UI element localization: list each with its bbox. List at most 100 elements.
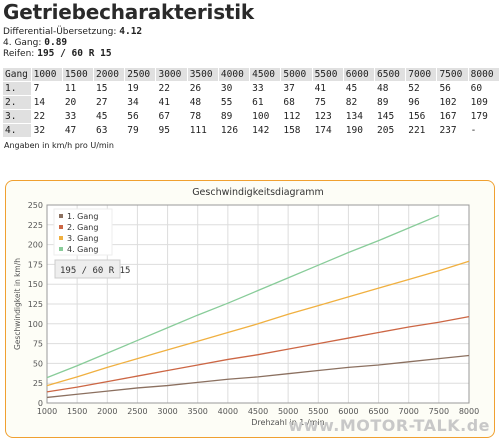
- x-tick-label: 7500: [429, 407, 449, 416]
- table-header-cell: 5500: [312, 68, 343, 81]
- y-tick-label: 200: [28, 241, 43, 250]
- speed-cell: 89: [377, 97, 389, 108]
- speed-cell: 95: [158, 125, 170, 136]
- speed-cell: 26: [189, 83, 202, 94]
- speed-cell: 33: [252, 83, 264, 94]
- speed-cell: 11: [64, 83, 77, 94]
- legend-swatch: [59, 225, 63, 229]
- table-row: 1. 7 11 15 19 22 26 30 33 37 41 45 48 52 56 60: [3, 82, 499, 95]
- gear-cell: 4.: [3, 124, 31, 137]
- speed-cell: 205: [377, 125, 395, 136]
- speed-cell: -: [470, 125, 477, 136]
- speed-cell: 41: [158, 97, 170, 108]
- x-tick-label: 3500: [188, 407, 208, 416]
- speed-cell: 48: [189, 97, 202, 108]
- differential-info: Differential-Übersetzung: 4.12: [3, 26, 142, 37]
- speed-cell: 15: [96, 83, 108, 94]
- table-header-cell: 1500: [62, 68, 94, 81]
- speed-cell: 142: [252, 125, 270, 136]
- speed-cell: 145: [377, 111, 395, 122]
- table-header-cell: 1000: [31, 68, 62, 81]
- gear-cell: 3.: [3, 110, 31, 123]
- speed-cell: 22: [158, 83, 170, 94]
- table-header-cell: 3000: [156, 68, 187, 81]
- table-header-cell: 2000: [94, 68, 125, 81]
- y-tick-label: 50: [33, 359, 43, 368]
- legend-label: 1. Gang: [67, 212, 98, 221]
- x-tick-label: 3000: [157, 407, 177, 416]
- x-tick-label: 7000: [399, 407, 419, 416]
- x-tick-label: 8000: [459, 407, 479, 416]
- x-tick-label: 1000: [37, 407, 57, 416]
- plot-border: [46, 204, 470, 404]
- table-header-cell: 8000: [468, 68, 499, 81]
- tyres-label: Reifen:: [3, 49, 35, 59]
- speed-cell: 45: [345, 83, 358, 94]
- x-tick-label: 5000: [278, 407, 298, 416]
- table-row: 4. 32 47 63 79 95 111 126 142 158 174 190 205 221 237 -: [3, 124, 499, 137]
- legend-swatch: [59, 214, 63, 218]
- y-tick-label: 75: [33, 340, 43, 349]
- speed-cell: 190: [345, 125, 363, 136]
- table-row: 3. 22 33 45 56 67 78 89 100 112 123 134 145 156 167 179: [3, 110, 499, 123]
- chart-title: Geschwindigkeitsdiagramm: [192, 187, 324, 198]
- gear-speed-table: Gang 1000 1500 2000 2500 3000 3500 4000 4500 5000…: [2, 67, 500, 138]
- table-header-cell: 4500: [250, 68, 281, 81]
- table-header-cell: 4000: [218, 68, 250, 81]
- speed-cell: 48: [377, 83, 389, 94]
- legend-swatch: [59, 236, 63, 240]
- gear4-label: 4. Gang:: [3, 38, 42, 48]
- speed-cell: 14: [33, 97, 46, 108]
- gear-cell: 1.: [3, 82, 31, 95]
- table-header-cell: 6500: [375, 68, 406, 81]
- speed-chart: 0 25 50 75 100 125 150 175 200 225 250 1000 1500 2000…: [13, 187, 479, 427]
- speed-cell: 47: [64, 125, 77, 136]
- speed-cell: 52: [408, 83, 420, 94]
- speed-cell: 20: [64, 97, 77, 108]
- x-tick-label: 6500: [368, 407, 388, 416]
- x-tick-label: 2000: [97, 407, 117, 416]
- speed-cell: 174: [314, 125, 332, 136]
- speed-cell: 78: [189, 111, 202, 122]
- y-tick-label: 25: [33, 379, 43, 388]
- x-tick-label: 5500: [308, 407, 328, 416]
- table-header-row: Gang 1000 1500 2000 2500 3000 3500 4000 4500 5000…: [3, 68, 499, 81]
- speed-cell: 22: [33, 111, 46, 122]
- table-row: 2. 14 20 27 34 41 48 55 61 68 75 82 89 96 102 109: [3, 96, 499, 109]
- units-note: Angaben in km/h pro U/min: [4, 141, 114, 150]
- speed-cell: 56: [127, 111, 139, 122]
- speed-cell: 33: [64, 111, 77, 122]
- chart-panel: 0 25 50 75 100 125 150 175 200 225 250 1000 1500 2000…: [5, 180, 495, 438]
- y-tick-label: 175: [28, 260, 43, 269]
- speed-cell: 167: [439, 111, 457, 122]
- series-line: [46, 214, 440, 379]
- tyres-info: Reifen: 195 / 60 R 15: [3, 48, 112, 59]
- speed-cell: 67: [158, 111, 170, 122]
- differential-label: Differential-Übersetzung:: [3, 27, 117, 37]
- y-tick-label: 125: [28, 300, 43, 309]
- table-header-cell: 7000: [406, 68, 437, 81]
- speed-cell: 123: [314, 111, 332, 122]
- speed-cell: 60: [470, 83, 483, 94]
- gear-cell: 2.: [3, 96, 31, 109]
- speed-cell: 68: [283, 97, 295, 108]
- tyres-value: 195 / 60 R 15: [37, 48, 112, 59]
- x-tick-label: 2500: [127, 407, 147, 416]
- speed-cell: 100: [252, 111, 270, 122]
- y-axis-label: Geschwindigkeit in km/h: [13, 258, 22, 350]
- speed-cell: 96: [408, 97, 420, 108]
- y-tick-label: 150: [28, 280, 43, 289]
- annotation-box: [54, 259, 121, 279]
- speed-cell: 109: [470, 97, 488, 108]
- speed-cell: 134: [345, 111, 363, 122]
- table-header-cell: 7500: [437, 68, 468, 81]
- table-header-cell: 6000: [343, 68, 374, 81]
- speed-cell: 79: [127, 125, 139, 136]
- y-tick-label: 225: [28, 221, 43, 230]
- speed-cell: 7: [33, 83, 40, 94]
- speed-cell: 27: [96, 97, 108, 108]
- speed-cell: 34: [127, 97, 139, 108]
- x-tick-label: 6000: [338, 407, 358, 416]
- speed-cell: 41: [314, 83, 327, 94]
- differential-value: 4.12: [119, 26, 143, 37]
